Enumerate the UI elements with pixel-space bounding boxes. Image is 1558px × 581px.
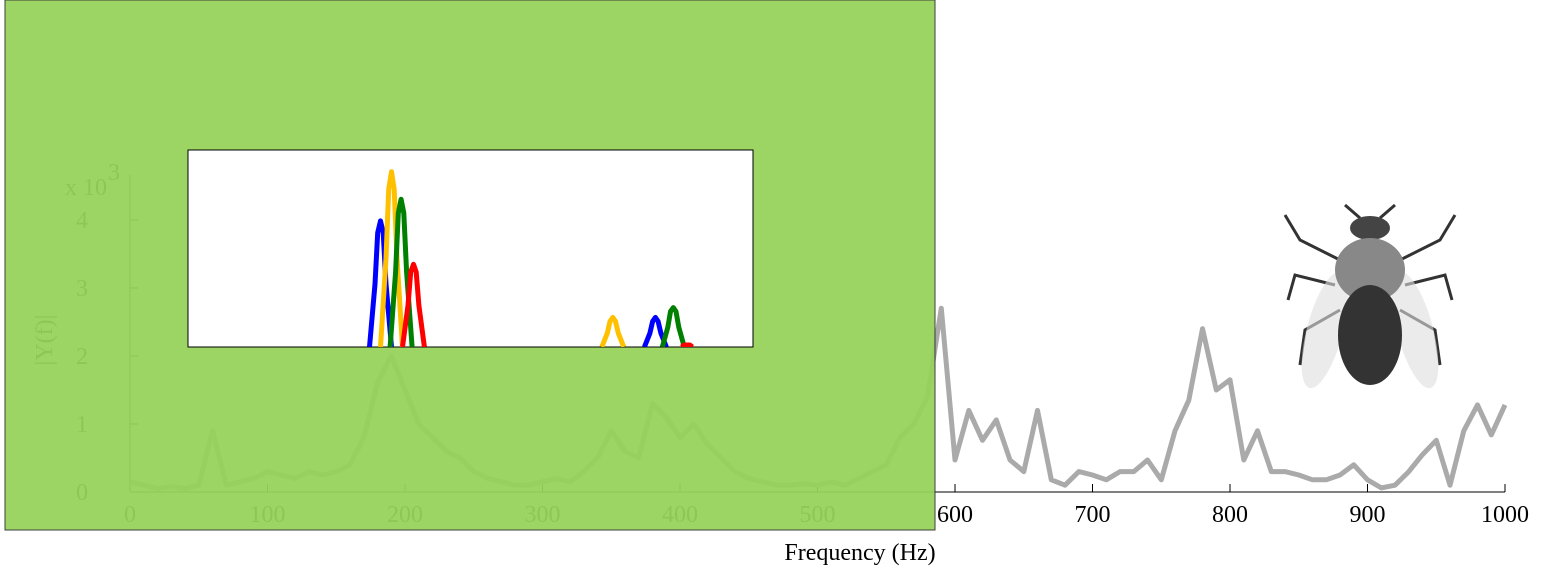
x-tick-label: 600 [937,502,973,528]
bee-illustration [1275,195,1470,400]
x-axis-label: Frequency (Hz) [784,540,935,566]
x-tick-label: 900 [1350,502,1386,528]
x-tick-label: 700 [1075,502,1111,528]
chart: 0100200300400500600700800900100001234x 1… [0,0,1558,576]
x-tick-label: 1000 [1481,502,1529,528]
x-tick-label: 800 [1212,502,1248,528]
